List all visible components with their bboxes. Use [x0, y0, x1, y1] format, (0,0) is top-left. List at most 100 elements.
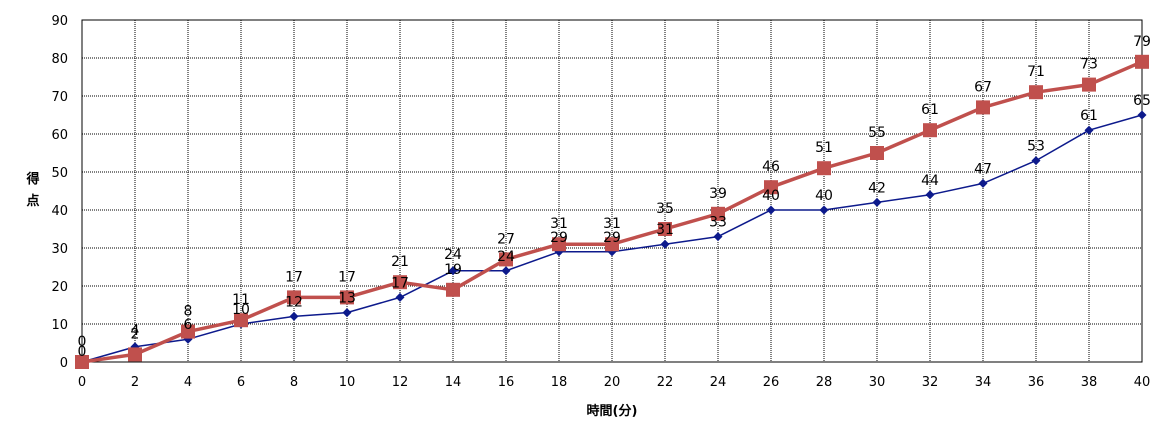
square-marker: [923, 123, 937, 138]
y-tick-label: 40: [51, 204, 68, 219]
data-label: 61: [921, 102, 939, 118]
data-label: 33: [709, 215, 727, 231]
data-label: 65: [1133, 93, 1151, 109]
data-label: 8: [184, 304, 193, 320]
x-tick-label: 12: [392, 375, 409, 390]
x-tick-label: 16: [498, 375, 515, 390]
diamond-marker: [819, 205, 829, 215]
data-label: 4: [131, 323, 140, 339]
data-label: 46: [762, 159, 780, 175]
square-marker: [870, 146, 884, 160]
y-tick-label: 10: [51, 318, 68, 333]
data-label: 79: [1133, 34, 1151, 50]
data-label: 21: [391, 254, 409, 270]
data-label: 44: [921, 173, 939, 189]
y-axis-title-char: 点: [26, 193, 39, 209]
square-marker: [1135, 54, 1149, 69]
square-marker: [976, 100, 990, 115]
diamond-marker: [448, 266, 458, 276]
diamond-marker: [978, 178, 988, 188]
data-label: 0: [78, 334, 87, 350]
data-label: 51: [815, 140, 833, 156]
x-tick-label: 14: [445, 375, 462, 390]
x-tick-label: 30: [869, 375, 886, 390]
square-marker: [181, 324, 195, 339]
x-tick-label: 8: [290, 375, 298, 390]
data-label: 73: [1080, 57, 1098, 73]
data-label: 31: [603, 216, 621, 232]
square-marker: [658, 222, 672, 236]
data-label: 67: [974, 79, 992, 95]
data-label: 53: [1027, 139, 1045, 155]
diamond-marker: [766, 205, 776, 215]
diamond-marker: [660, 239, 670, 249]
data-label: 24: [497, 249, 515, 265]
x-axis-ticks: 0 2 4 6 8 10 12 14 16 18 20 22 24 26 28 30 32 34 36 38 40: [78, 375, 1150, 390]
x-tick-label: 6: [237, 375, 245, 390]
data-label: 6: [184, 317, 193, 333]
y-tick-label: 70: [51, 90, 68, 105]
y-tick-label: 0: [60, 356, 68, 371]
x-axis-title: 時間(分): [587, 403, 638, 419]
diamond-marker: [1031, 156, 1041, 166]
x-tick-label: 0: [78, 375, 86, 390]
square-marker: [499, 252, 513, 267]
square-marker: [817, 161, 831, 176]
square-marker: [764, 180, 778, 195]
data-label: 71: [1027, 64, 1045, 80]
square-marker: [287, 290, 301, 305]
data-label: 0: [78, 344, 87, 360]
series: [75, 54, 1149, 369]
diamond-marker: [289, 311, 299, 321]
x-tick-label: 2: [131, 375, 139, 390]
square-marker: [128, 347, 142, 362]
data-label: 31: [656, 222, 674, 238]
x-tick-label: 38: [1081, 375, 1098, 390]
data-label: 47: [974, 161, 992, 177]
y-tick-label: 30: [51, 242, 68, 257]
data-label: 17: [338, 269, 356, 285]
square-marker: [1029, 85, 1043, 100]
data-label: 29: [603, 230, 621, 246]
diamond-marker: [1084, 125, 1094, 135]
data-label: 17: [391, 275, 409, 291]
data-label: 24: [444, 247, 462, 263]
data-label: 10: [232, 302, 250, 318]
square-marker: [552, 237, 566, 252]
y-axis-title: 得点: [25, 171, 39, 209]
x-tick-label: 10: [339, 375, 356, 390]
diamond-marker: [713, 232, 723, 242]
y-tick-label: 60: [51, 128, 68, 143]
x-tick-label: 36: [1028, 375, 1045, 390]
data-label: 17: [285, 269, 303, 285]
diamond-marker: [395, 292, 405, 302]
y-tick-label: 80: [51, 52, 68, 67]
data-label: 31: [550, 216, 568, 232]
data-label: 2: [131, 326, 140, 342]
square-marker: [446, 282, 460, 297]
square-marker: [393, 275, 407, 290]
x-tick-label: 24: [710, 375, 727, 390]
data-label: 39: [709, 186, 727, 202]
data-label: 27: [497, 231, 515, 247]
data-label: 11: [232, 292, 250, 308]
data-label: 42: [868, 180, 886, 196]
diamond-marker: [925, 190, 935, 200]
x-tick-label: 26: [763, 375, 780, 390]
y-tick-label: 20: [51, 280, 68, 295]
y-axis-ticks: 0 10 20 30 40 50 60 70 80 90: [51, 14, 68, 371]
data-label: 13: [338, 291, 356, 307]
x-tick-label: 28: [816, 375, 833, 390]
data-label: 12: [285, 294, 303, 310]
square-marker: [75, 355, 89, 369]
data-label: 40: [815, 188, 833, 204]
data-label: 61: [1080, 108, 1098, 124]
y-tick-label: 90: [51, 14, 68, 29]
data-label: 19: [444, 262, 462, 278]
x-tick-label: 4: [184, 375, 192, 390]
data-label: 29: [550, 230, 568, 246]
diamond-marker: [342, 308, 352, 318]
square-marker: [340, 290, 354, 305]
